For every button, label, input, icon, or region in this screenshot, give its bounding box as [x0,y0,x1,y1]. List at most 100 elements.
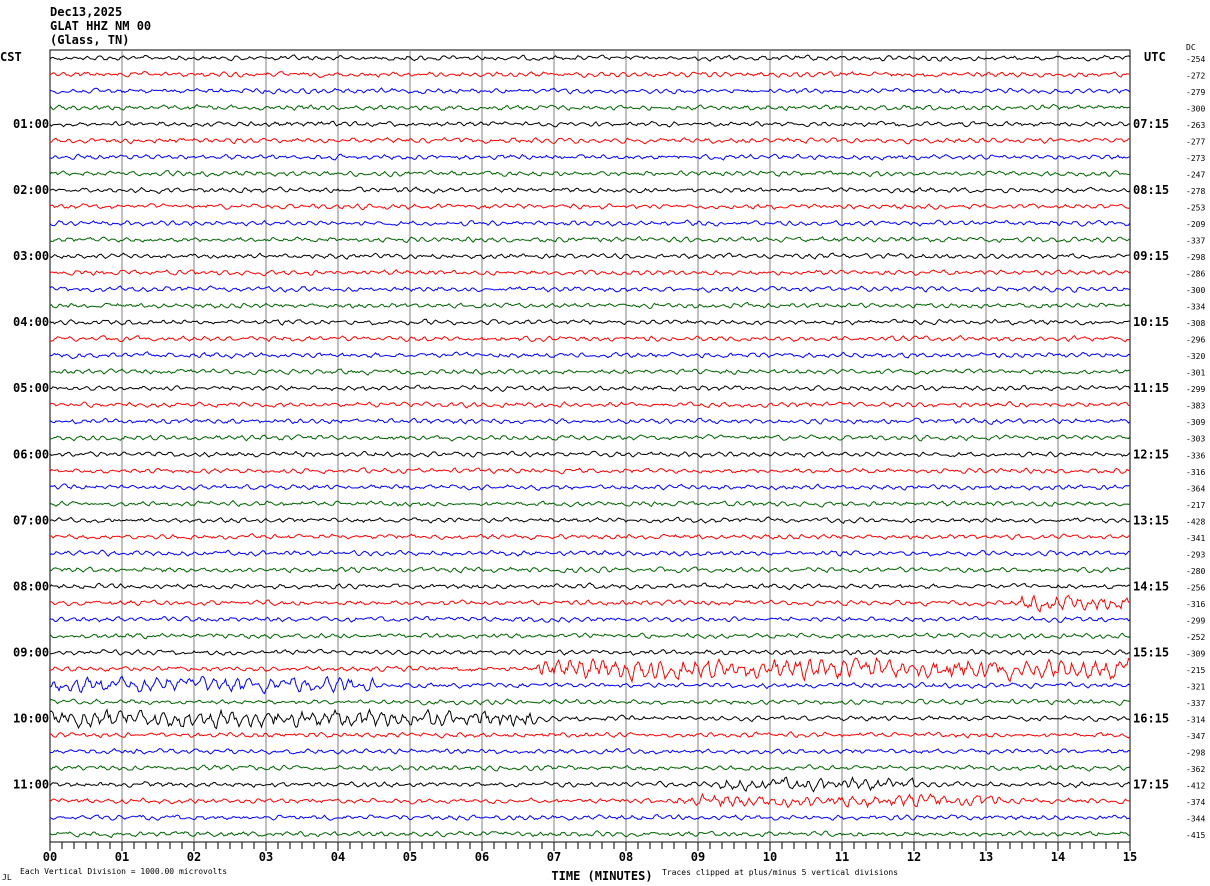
dc-offset-label: -321 [1186,682,1205,691]
x-tick-label: 04 [331,850,345,864]
left-hour-label: 01:00 [13,117,49,131]
left-hour-label: 09:00 [13,645,49,659]
x-tick-label: 00 [43,850,57,864]
dc-offset-label: -415 [1186,831,1205,840]
seismic-trace [49,615,1131,624]
seismic-trace [49,582,1131,591]
dc-offset-label: -300 [1186,286,1205,295]
dc-offset-label: -300 [1186,105,1205,114]
seismic-trace [49,764,1131,772]
dc-offset-label: -309 [1186,649,1205,658]
left-hour-label: 10:00 [13,711,49,725]
seismic-trace [49,814,1131,821]
location-label: (Glass, TN) [50,33,130,47]
seismic-trace [49,203,1131,211]
dc-offset-label: -209 [1186,220,1205,229]
x-tick-label: 14 [1051,850,1065,864]
right-axis-title: UTC [1144,50,1166,64]
left-hour-label: 03:00 [13,249,49,263]
x-tick-label: 13 [979,850,993,864]
dc-offset-label: -254 [1186,55,1205,64]
dc-offset-label: -374 [1186,798,1205,807]
seismic-trace [49,830,1131,839]
left-hour-label: 11:00 [13,777,49,791]
dc-offset-label: -301 [1186,369,1205,378]
right-hour-label: 09:15 [1133,249,1169,263]
x-tick-label: 02 [187,850,201,864]
seismic-trace [49,675,1131,695]
x-tick-label: 06 [475,850,489,864]
left-hour-label: 08:00 [13,579,49,593]
dc-offset-label: -263 [1186,121,1205,130]
x-tick-label: 12 [907,850,921,864]
dc-offset-label: -299 [1186,616,1205,625]
seismic-trace [49,186,1131,194]
seismic-trace [49,776,1131,793]
dc-offset-label: -247 [1186,171,1205,180]
seismic-trace [49,368,1131,376]
dc-offset-label: -337 [1186,237,1205,246]
seismic-trace [49,708,1131,730]
dc-offset-label: -308 [1186,319,1205,328]
date-label: Dec13,2025 [50,5,123,19]
dc-offset-label: -303 [1186,435,1205,444]
left-hour-label: 07:00 [13,513,49,527]
seismic-trace [49,252,1131,260]
right-hour-label: 07:15 [1133,117,1169,131]
dc-offset-label: -314 [1186,715,1205,724]
dc-offset-label: -293 [1186,550,1205,559]
seismic-trace [49,467,1131,475]
seismic-trace [49,731,1131,739]
right-hour-label: 17:15 [1133,777,1169,791]
vertical-division-note: Each Vertical Division = 1000.00 microvo… [20,867,227,876]
x-tick-label: 09 [691,850,705,864]
x-tick-label: 15 [1123,850,1137,864]
seismic-trace [49,120,1131,128]
corner-mark: JL [2,873,12,882]
dc-offset-label: -215 [1186,666,1205,675]
dc-offset-label: -320 [1186,352,1205,361]
dc-offset-label: -278 [1186,187,1205,196]
dc-offset-label: -341 [1186,534,1205,543]
x-tick-label: 10 [763,850,777,864]
dc-offset-label: -309 [1186,418,1205,427]
left-hour-label: 02:00 [13,183,49,197]
x-tick-label: 05 [403,850,417,864]
seismic-trace [49,549,1131,557]
seismic-trace [49,657,1131,684]
dc-offset-label: -337 [1186,699,1205,708]
seismic-trace [49,318,1130,326]
x-tick-label: 11 [835,850,849,864]
seismic-trace [49,153,1131,161]
seismic-trace [49,235,1131,244]
x-axis-label: TIME (MINUTES) [551,869,652,883]
seismic-trace [49,483,1131,491]
seismic-trace [49,351,1131,360]
dc-offset-label: -253 [1186,204,1205,213]
dc-offset-label: -334 [1186,303,1205,312]
right-hour-label: 16:15 [1133,711,1169,725]
seismic-trace [49,285,1131,293]
station-label: GLAT HHZ NM 00 [50,19,152,33]
right-hour-label: 11:15 [1133,381,1169,395]
dc-offset-label: -383 [1186,402,1205,411]
dc-offset-label: -280 [1186,567,1205,576]
dc-offset-label: -316 [1186,468,1205,477]
seismic-trace [49,334,1131,343]
dc-offset-label: -286 [1186,270,1205,279]
seismic-trace [49,566,1131,574]
seismic-trace [49,219,1131,227]
dc-offset-label: -362 [1186,765,1205,774]
right-hour-label: 10:15 [1133,315,1169,329]
seismic-trace [49,499,1131,508]
x-tick-label: 01 [115,850,129,864]
dc-offset-label: -217 [1186,501,1205,510]
clipping-note: Traces clipped at plus/minus 5 vertical … [662,868,898,877]
dc-offset-label: -336 [1186,451,1205,460]
dc-offset-label: -272 [1186,72,1205,81]
seismic-trace [49,792,1131,809]
seismic-trace [49,516,1131,524]
left-hour-label: 06:00 [13,447,49,461]
dc-offset-label: -347 [1186,732,1205,741]
